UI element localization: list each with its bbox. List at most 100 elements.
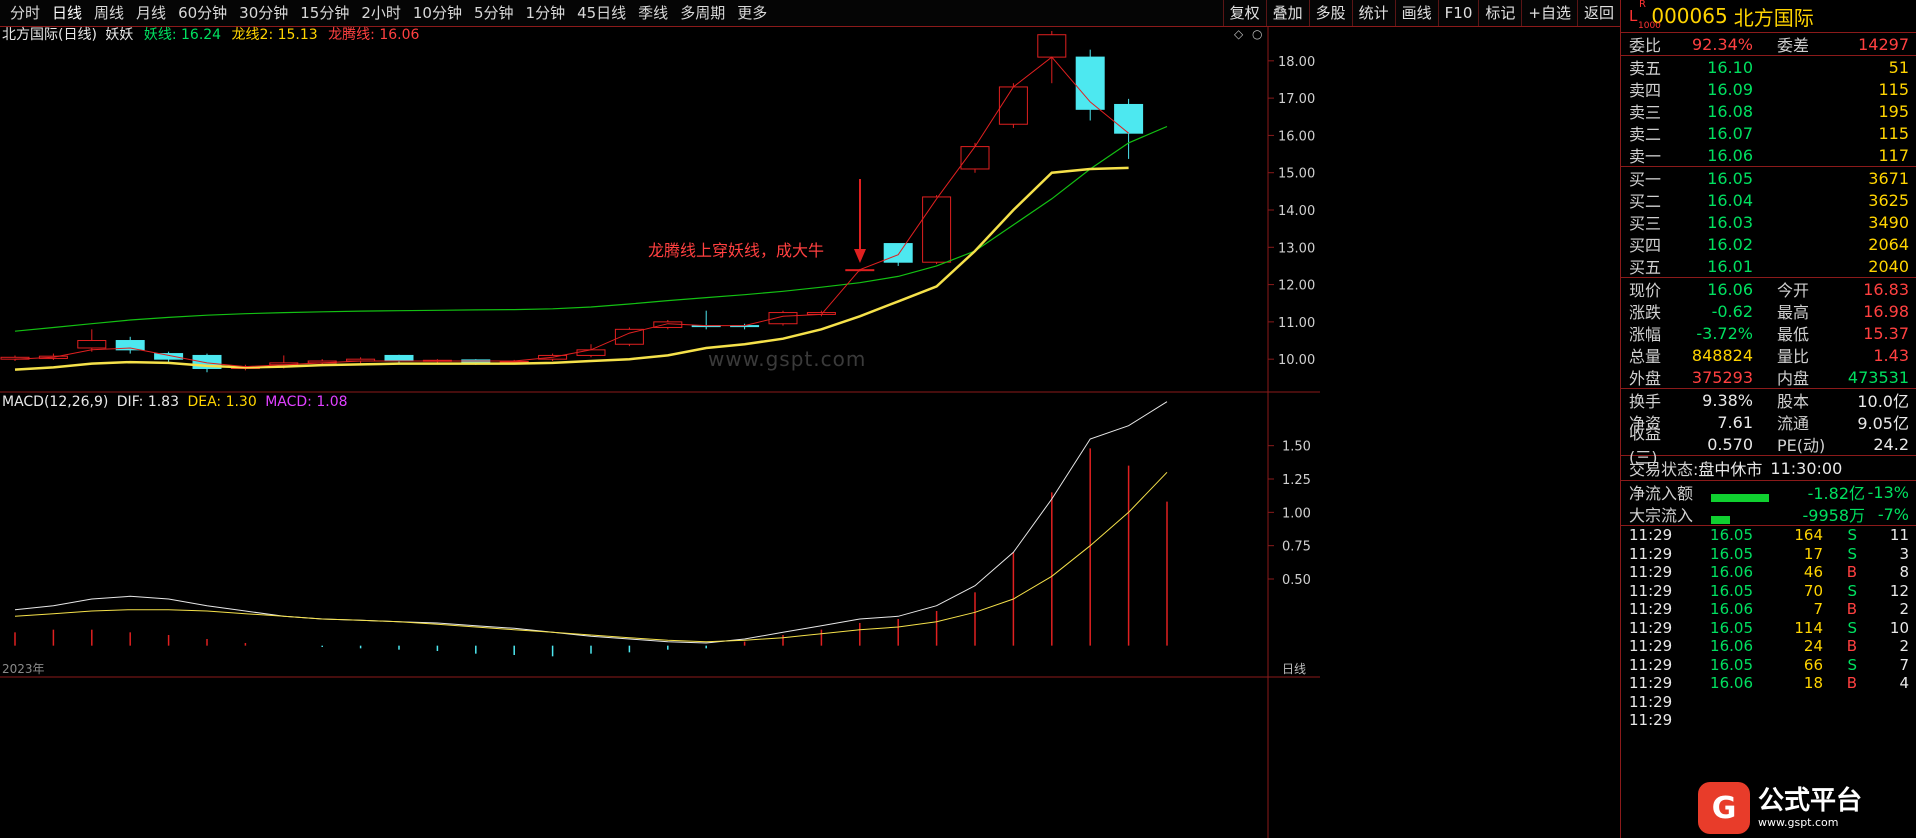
candle-body (115, 340, 145, 351)
period-tab-4[interactable]: 60分钟 (178, 4, 228, 22)
quote-panel: L R 1000 000065 北方国际 委比 92.34% 委差 14297 … (1620, 0, 1916, 838)
period-tab-10[interactable]: 1分钟 (525, 4, 566, 22)
tool-button-6[interactable]: 标记 (1478, 0, 1521, 26)
bid-row[interactable]: 买一 16.05 3671 (1621, 167, 1916, 190)
period-tab-3[interactable]: 月线 (136, 4, 167, 22)
fund-flows: 净流入额 -1.82亿 -13% 大宗流入 -9958万 -7% (1621, 481, 1916, 526)
period-tab-7[interactable]: 2小时 (361, 4, 401, 22)
tick-row: 11:29 (1621, 693, 1916, 712)
tool-button-4[interactable]: 画线 (1394, 0, 1438, 26)
macd-tick-label: 1.00 (1282, 506, 1311, 521)
period-tab-11[interactable]: 45日线 (577, 4, 627, 22)
stat-value: 0.570 (1707, 434, 1753, 454)
y-tick-label: 15.00 (1278, 167, 1315, 182)
ask-price: 16.10 (1707, 57, 1753, 77)
tick-count: 11 (1889, 526, 1909, 545)
tick-row: 11:29 16.06 46 B 8 (1621, 563, 1916, 582)
period-tab-0[interactable]: 分时 (10, 4, 41, 22)
dea-label: DEA: 1.30 (187, 394, 257, 410)
period-tab-13[interactable]: 多周期 (680, 4, 726, 22)
watermark: www.gspt.com (708, 347, 867, 371)
tick-count: 2 (1899, 600, 1909, 619)
period-tab-14[interactable]: 更多 (737, 4, 768, 22)
bid-volume: 3625 (1868, 190, 1909, 210)
top-toolbar: 分时 日线 周线 月线 60分钟 30分钟 15分钟 2小时 10分钟 5分钟 1分钟 45日线 季线多… (0, 0, 1620, 27)
period-tab-12[interactable]: 季线 (638, 4, 669, 22)
tick-time: 11:29 (1629, 581, 1673, 600)
period-tab-2[interactable]: 周线 (94, 4, 125, 22)
tick-volume: 46 (1803, 563, 1823, 582)
candle-body (922, 196, 952, 263)
bid-row[interactable]: 买四 16.02 2064 (1621, 233, 1916, 256)
period-tab-6[interactable]: 15分钟 (300, 4, 350, 22)
tick-time: 11:29 (1629, 674, 1673, 693)
stat-row: 现价 16.06 今开 16.83 (1621, 278, 1916, 301)
flow-bar (1711, 494, 1769, 502)
stat-label: 内盘 (1777, 369, 1810, 388)
ask-price: 16.08 (1707, 101, 1753, 121)
tool-button-5[interactable]: F10 (1437, 0, 1479, 26)
tool-button-7[interactable]: +自选 (1521, 0, 1577, 26)
weibi-value: 92.34% (1691, 34, 1753, 54)
bid-row[interactable]: 买三 16.03 3490 (1621, 211, 1916, 234)
tick-volume: 66 (1803, 655, 1823, 674)
ask-volume: 115 (1878, 123, 1909, 143)
main-chart-legend: 北方国际(日线) 妖妖 妖线: 16.24 龙线2: 15.13 龙腾线: 16… (2, 24, 419, 44)
flow-pct: -13% (1867, 482, 1909, 502)
period-tab-8[interactable]: 10分钟 (412, 4, 462, 22)
yao-line-label: 妖线: 16.24 (143, 27, 222, 43)
bid-volume: 3671 (1868, 168, 1909, 188)
tool-button-1[interactable]: 叠加 (1265, 0, 1309, 26)
ask-row[interactable]: 卖一 16.06 117 (1621, 144, 1916, 167)
tool-button-3[interactable]: 统计 (1351, 0, 1395, 26)
bid-label: 买四 (1629, 236, 1662, 255)
kline-svg[interactable]: 18.00 17.00 16.00 15.00 14.00 13.00 12.00 11.00… (0, 27, 1620, 838)
bid-price: 16.04 (1707, 190, 1753, 210)
bid-label: 买三 (1629, 214, 1662, 233)
flow-label: 大宗流入 (1629, 506, 1694, 525)
tick-price: 16.06 (1710, 674, 1753, 693)
stat-value: 15.37 (1863, 323, 1909, 343)
tool-button-2[interactable]: 多股 (1308, 0, 1352, 26)
period-tab-5[interactable]: 30分钟 (239, 4, 289, 22)
flow-pct: -7% (1877, 504, 1909, 524)
period-tab-1[interactable]: 日线 (52, 4, 83, 22)
bid-row[interactable]: 买五 16.01 2040 (1621, 255, 1916, 278)
tick-side: B (1846, 674, 1857, 693)
stat-label: 涨幅 (1629, 325, 1662, 344)
tick-count: 10 (1889, 618, 1909, 637)
weibi-section: 委比 92.34% 委差 14297 (1621, 33, 1916, 56)
chart-area[interactable]: 18.00 17.00 16.00 15.00 14.00 13.00 12.00 11.00… (0, 27, 1620, 838)
tool-button-0[interactable]: 复权 (1222, 0, 1266, 26)
tick-row: 11:29 16.05 164 S 11 (1621, 526, 1916, 545)
macd-tick-label: 0.75 (1282, 540, 1311, 555)
tick-price: 16.06 (1710, 600, 1753, 619)
stat-value: 10.0亿 (1857, 392, 1909, 411)
tool-button-8[interactable]: 返回 (1576, 0, 1620, 26)
longteng-label: 龙腾线: 16.06 (328, 27, 420, 43)
stock-name: 北方国际 (1733, 5, 1814, 30)
quote-header: L R 1000 000065 北方国际 (1621, 0, 1916, 33)
bid-row[interactable]: 买二 16.04 3625 (1621, 189, 1916, 212)
candle-body (576, 349, 606, 356)
ask-label: 卖三 (1629, 103, 1662, 122)
ask-label: 卖四 (1629, 81, 1662, 100)
main-chart-title: 北方国际(日线) (2, 27, 97, 43)
stat-label: 换手 (1629, 392, 1662, 411)
bid-price: 16.01 (1707, 256, 1753, 276)
dea-line (14, 471, 1168, 643)
status-value: 盘中休市 (1698, 460, 1763, 479)
stat-label: 外盘 (1629, 369, 1662, 388)
tick-list[interactable]: 11:29 16.05 164 S 11 11:29 16.05 17 S 3 11:29 16.06… (1621, 526, 1916, 730)
ask-row[interactable]: 卖五 16.10 51 (1621, 56, 1916, 79)
ask-row[interactable]: 卖三 16.08 195 (1621, 100, 1916, 123)
period-tab-9[interactable]: 5分钟 (473, 4, 514, 22)
market-prefix: L (1629, 7, 1638, 25)
ask-row[interactable]: 卖四 16.09 115 (1621, 78, 1916, 101)
bid-book: 买一 16.05 3671 买二 16.04 3625 买三 16.03 3490 买四 16.02… (1621, 167, 1916, 278)
tick-volume: 7 (1813, 600, 1823, 619)
ask-row[interactable]: 卖二 16.07 115 (1621, 122, 1916, 145)
stat-value: 1.43 (1873, 345, 1909, 365)
market-sub: 1000 (1638, 21, 1661, 31)
cross-annotation: 龙腾线上穿妖线，成大牛 (648, 241, 825, 260)
